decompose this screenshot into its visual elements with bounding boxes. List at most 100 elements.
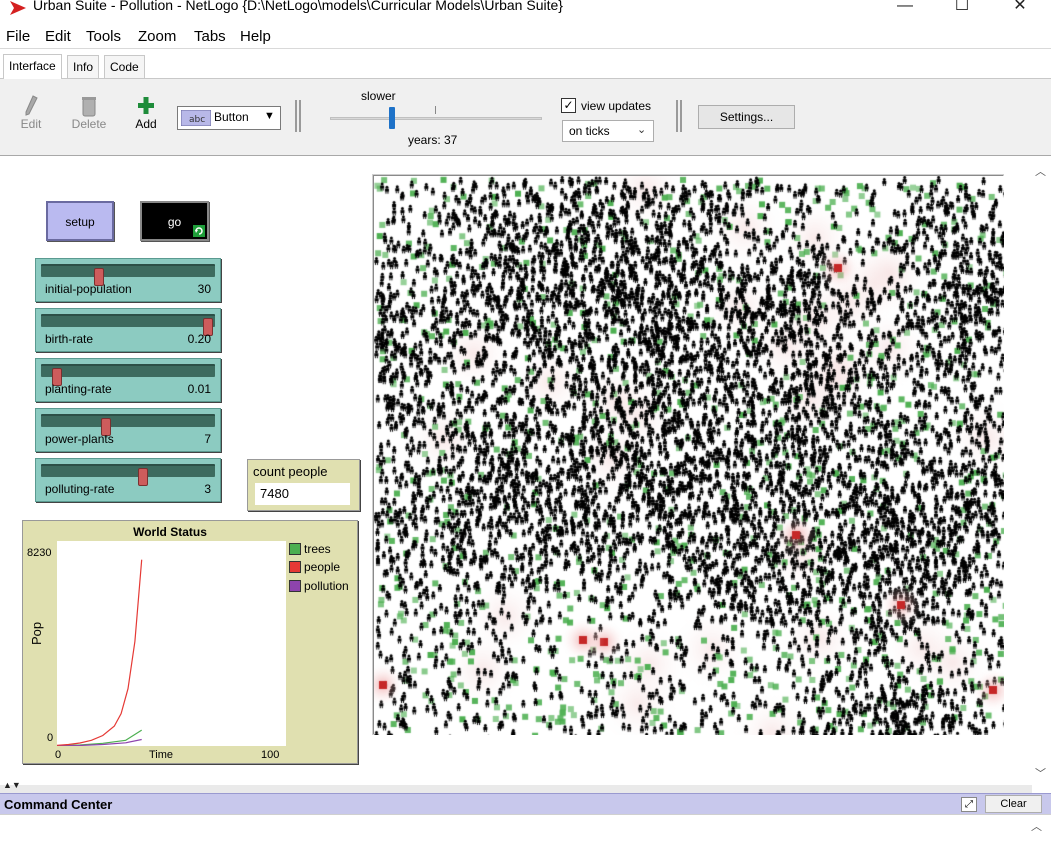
menu-edit[interactable]: Edit [45, 28, 71, 45]
slider-thumb[interactable] [138, 468, 148, 486]
legend-swatch [289, 580, 301, 592]
plot-line-pollution [57, 738, 142, 746]
monitor-value: 7480 [255, 483, 350, 505]
minimize-button[interactable]: — [897, 0, 913, 14]
plot-y-max-label: 8230 [27, 547, 52, 559]
tab-info[interactable]: Info [67, 55, 100, 78]
slider-thumb[interactable] [101, 418, 111, 436]
slider-polluting-rate[interactable]: polluting-rate 3 [35, 458, 221, 502]
slider-value: 0.20 [187, 332, 211, 346]
command-center-title: Command Center [4, 797, 113, 812]
plot-area [57, 541, 286, 746]
speed-slider-center-tick [435, 106, 436, 114]
go-button[interactable]: go [140, 201, 209, 241]
settings-button[interactable]: Settings... [698, 105, 795, 129]
slider-name: birth-rate [45, 332, 94, 346]
tab-interface[interactable]: Interface [3, 54, 62, 79]
command-center-header: Command Center ⤢ Clear [0, 793, 1051, 814]
world-view[interactable] [373, 175, 1004, 735]
plot-line-people [57, 559, 143, 746]
window-title: Urban Suite - Pollution - NetLogo {D:\Ne… [33, 0, 563, 13]
clear-button[interactable]: Clear [985, 795, 1042, 813]
slider-thumb[interactable] [94, 268, 104, 286]
ticks-readout: years: 37 [408, 133, 458, 147]
menu-tabs[interactable]: Tabs [194, 28, 226, 45]
world-status-plot[interactable]: World Status 8230 0 Pop 0 Time 100 trees… [22, 520, 358, 764]
widget-type-label: Button [214, 110, 249, 124]
slider-track[interactable] [41, 464, 215, 486]
update-mode-value: on ticks [569, 124, 610, 138]
slider-value: 7 [204, 432, 211, 446]
setup-button-label: setup [65, 215, 95, 229]
interface-scrollbar[interactable]: ︿ ﹀ [1030, 157, 1051, 785]
plot-y-axis-label: Pop [29, 621, 44, 645]
plot-title: World Status [133, 525, 207, 539]
tab-divider [0, 78, 1051, 79]
slider-planting-rate[interactable]: planting-rate 0.01 [35, 358, 221, 402]
chevron-down-icon: ⌄ [637, 124, 647, 136]
menu-tools[interactable]: Tools [86, 28, 122, 45]
toolbar-separator [295, 100, 301, 132]
menu-bar: File Edit Tools Zoom Tabs Help [0, 24, 1051, 48]
speed-label: slower [361, 89, 396, 103]
legend-label: trees [304, 542, 331, 556]
delete-button[interactable]: Delete [67, 95, 111, 131]
slider-power-plants[interactable]: power-plants 7 [35, 408, 221, 452]
slider-track[interactable] [41, 364, 215, 386]
plot-x-min-label: 0 [55, 749, 62, 761]
count-people-monitor[interactable]: count people 7480 [247, 459, 360, 511]
slider-birth-rate[interactable]: birth-rate 0.20 [35, 308, 221, 352]
maximize-button[interactable]: ☐ [954, 0, 970, 14]
menu-help[interactable]: Help [240, 28, 271, 45]
add-button[interactable]: Add [130, 95, 162, 131]
delete-button-label: Delete [71, 117, 107, 131]
plot-x-max-label: 100 [261, 749, 280, 761]
toolbar-separator [676, 100, 682, 132]
widget-type-dropdown[interactable]: abc Button ▼ [177, 106, 281, 130]
menu-file[interactable]: File [6, 28, 31, 45]
scroll-down-icon[interactable]: ﹀ [1035, 768, 1046, 780]
world-view-canvas[interactable] [374, 176, 1004, 735]
setup-button[interactable]: setup [46, 201, 114, 241]
slider-track[interactable] [41, 264, 215, 286]
slider-thumb[interactable] [52, 368, 62, 386]
plot-x-axis-label: Time [149, 749, 174, 761]
expand-icon[interactable]: ⤢ [961, 797, 977, 812]
update-mode-dropdown[interactable]: on ticks ⌄ [562, 120, 654, 142]
plus-icon [138, 97, 154, 114]
plot-line-trees [57, 729, 143, 746]
view-updates-label: view updates [581, 99, 652, 113]
slider-track[interactable] [41, 414, 215, 436]
edit-button-label: Edit [20, 117, 42, 131]
speed-slider-thumb[interactable] [389, 107, 395, 129]
legend-item-trees: trees [289, 542, 331, 556]
slider-thumb[interactable] [203, 318, 213, 336]
scroll-up-icon[interactable]: ︿ [1035, 166, 1046, 178]
toolbar: Edit Delete Add abc Button ▼ slower year… [0, 79, 1051, 156]
slider-track[interactable] [41, 314, 215, 336]
edit-button[interactable]: Edit [14, 95, 48, 131]
slider-name: initial-population [45, 282, 132, 296]
legend-item-people: people [289, 560, 340, 574]
tab-code[interactable]: Code [104, 55, 145, 78]
pencil-icon [25, 95, 38, 116]
legend-item-pollution: pollution [289, 579, 349, 593]
slider-name: polluting-rate [45, 482, 115, 496]
slider-value: 0.01 [187, 382, 211, 396]
view-updates-checkbox[interactable]: ✓ [561, 98, 576, 113]
command-center-output[interactable]: ︿ [0, 814, 1051, 841]
slider-initial-population[interactable]: initial-population 30 [35, 258, 221, 302]
speed-slider-track[interactable] [330, 117, 542, 120]
pane-splitter[interactable]: ▲▼ [0, 780, 1032, 793]
menu-zoom[interactable]: Zoom [138, 28, 177, 45]
tab-strip: Interface Info Code [0, 48, 1051, 79]
add-button-label: Add [135, 117, 157, 131]
scroll-up-icon[interactable]: ︿ [1031, 821, 1042, 833]
close-button[interactable]: ✕ [1013, 0, 1027, 14]
go-button-label: go [167, 215, 182, 229]
button-widget-icon: abc [181, 110, 211, 126]
splitter-arrows-icon[interactable]: ▲▼ [3, 780, 21, 790]
svg-text:abc: abc [189, 115, 205, 125]
netlogo-app-icon [10, 1, 26, 15]
legend-label: people [304, 560, 341, 574]
